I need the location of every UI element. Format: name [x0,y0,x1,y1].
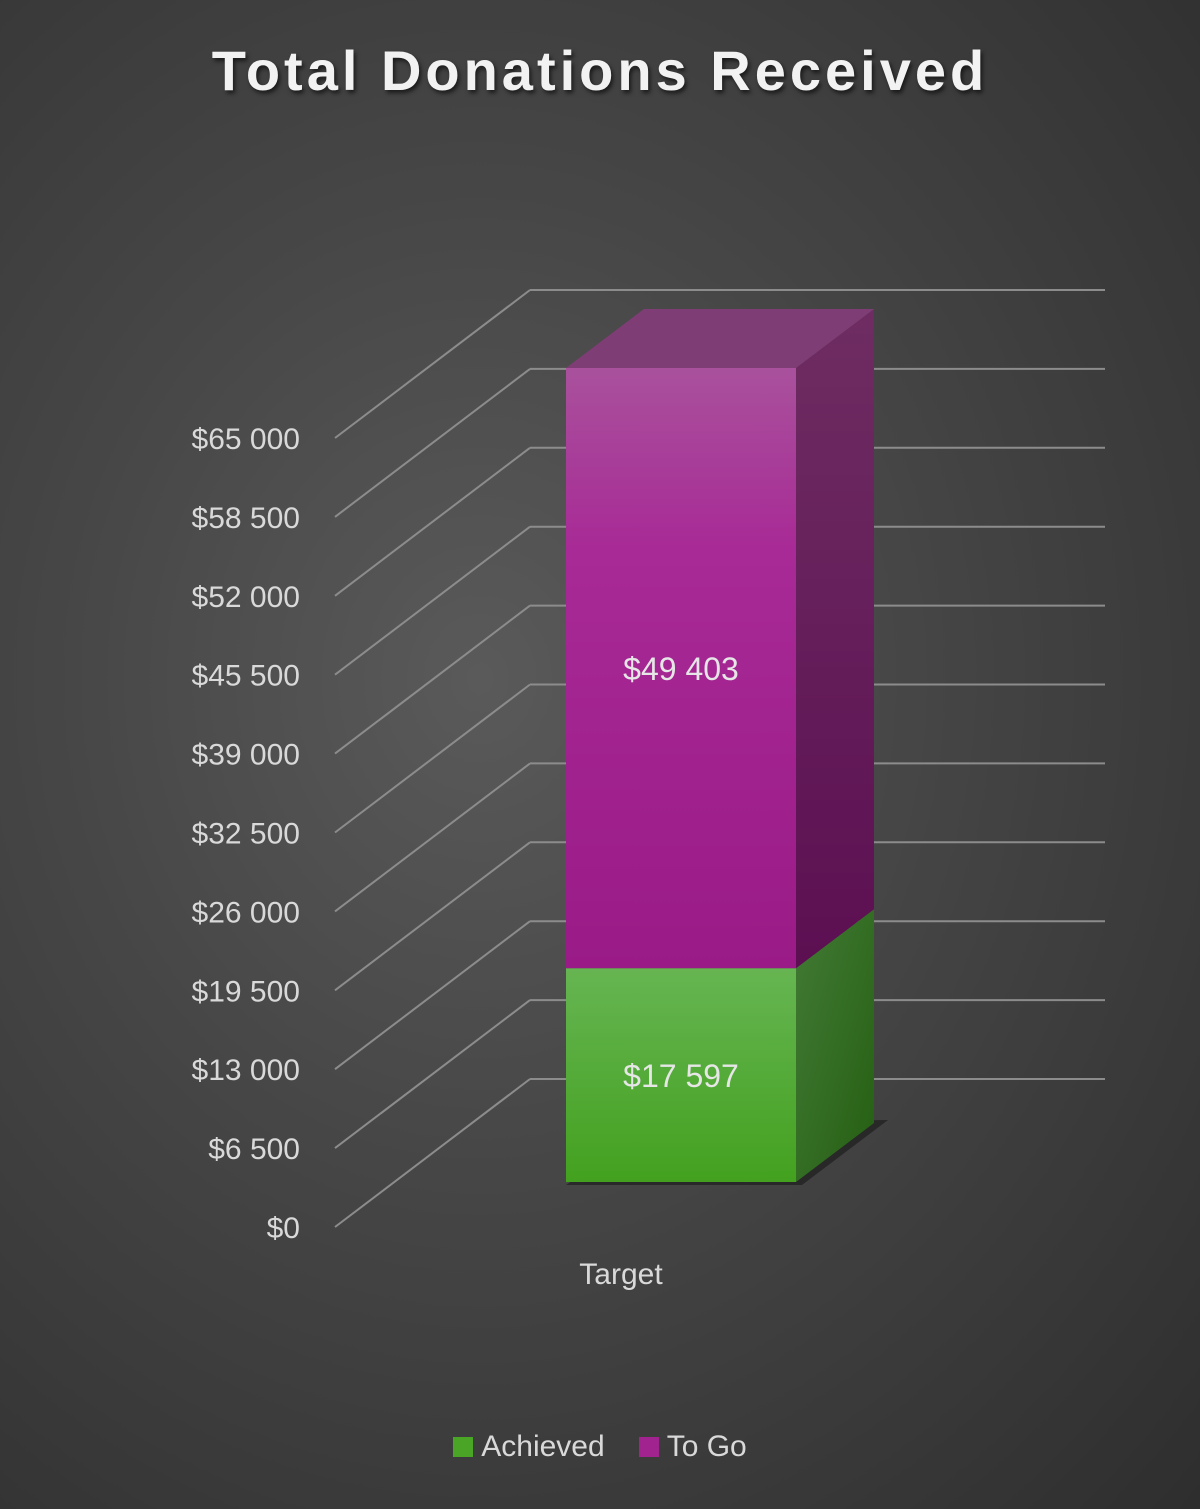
y-tick-label: $26 000 [192,896,300,929]
y-tick-label: $6 500 [208,1133,300,1166]
gridline-side [334,920,531,1070]
y-tick-label: $19 500 [192,975,300,1008]
bar-side-achieved [796,909,874,1182]
bar-top [566,309,874,368]
legend: Achieved To Go [0,1430,1200,1464]
bar-side-to-go [796,309,874,969]
gridline-side [334,368,531,518]
y-tick-label: $13 000 [192,1054,300,1087]
data-label: $17 597 [623,1058,739,1094]
y-tick-label: $52 000 [192,581,300,614]
y-tick-label: $0 [267,1212,300,1245]
gridline-side [334,841,531,992]
legend-swatch-to-go [638,1437,659,1457]
gridline-side [334,447,531,597]
legend-swatch-achieved [453,1437,474,1457]
bar-segment-to-go [566,368,796,969]
y-tick-label: $65 000 [192,423,300,456]
y-tick-label: $45 500 [192,660,300,693]
y-tick-label: $39 000 [192,739,300,772]
data-label: $49 403 [623,651,739,687]
gridline-side [334,604,531,755]
legend-label-achieved: Achieved [481,1430,605,1463]
chart-title: Total Donations Received [211,39,989,102]
legend-item-achieved[interactable]: Achieved [453,1430,605,1464]
y-tick-label: $32 500 [192,818,300,851]
gridline-side [334,762,531,913]
gridline-side [334,289,531,439]
legend-label-to-go: To Go [666,1430,747,1463]
gridline-side [334,999,531,1149]
legend-item-to-go[interactable]: To Go [638,1430,747,1464]
gridline-side [334,683,531,834]
gridline-side [334,1078,531,1228]
gridline-side [334,525,531,676]
bar-segment-achieved [566,968,796,1182]
x-tick-label: Target [579,1258,663,1291]
y-tick-label: $58 500 [192,502,300,535]
